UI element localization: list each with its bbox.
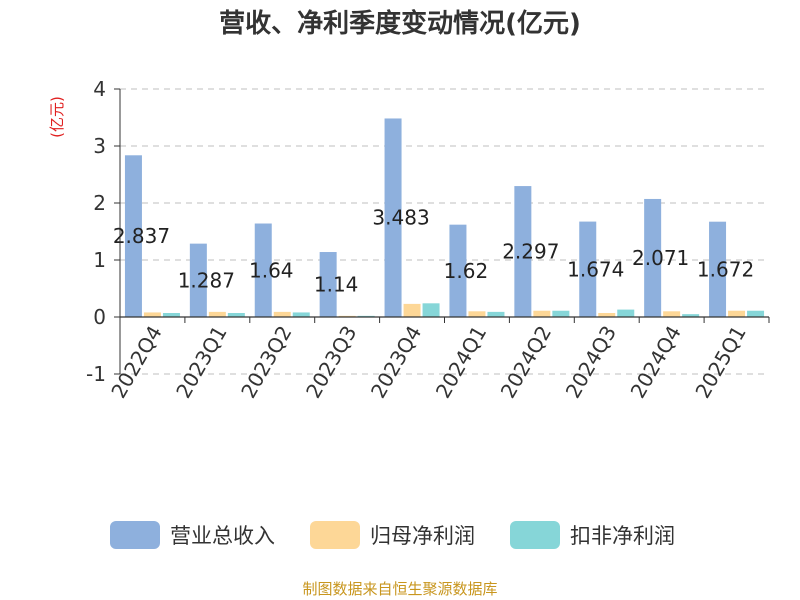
footer-source: 制图数据来自恒生聚源数据库 — [302, 580, 497, 598]
legend-label: 营业总收入 — [170, 524, 275, 548]
data-label: 1.62 — [444, 259, 489, 283]
y-tick-label: 2 — [93, 191, 106, 215]
y-tick-label: -1 — [86, 362, 106, 386]
bar — [422, 303, 440, 317]
bar — [403, 303, 421, 317]
data-label: 1.287 — [178, 268, 235, 292]
bar — [124, 155, 142, 317]
y-tick-label: 0 — [93, 305, 106, 329]
x-tick-label: 2024Q4 — [626, 322, 686, 403]
data-label: 2.071 — [632, 246, 689, 270]
x-tick-label: 2023Q1 — [171, 322, 231, 403]
legend-label: 归母净利润 — [370, 524, 475, 548]
y-axis: -1 0 1 2 3 4 — [86, 77, 121, 386]
bar — [533, 310, 551, 317]
y-tick-label: 4 — [93, 77, 106, 101]
bar — [579, 221, 597, 317]
bar — [617, 309, 635, 317]
bar — [208, 311, 226, 317]
x-tick-label: 2024Q3 — [561, 322, 621, 403]
x-tick-label: 2024Q2 — [496, 322, 556, 403]
bar — [189, 243, 207, 317]
legend-swatch — [510, 521, 560, 549]
x-tick-label: 2024Q1 — [431, 322, 491, 403]
y-tick-label: 3 — [93, 134, 106, 158]
bar — [273, 311, 291, 317]
bar — [487, 311, 505, 317]
bar — [514, 186, 532, 317]
data-label: 3.483 — [372, 206, 429, 230]
bar — [227, 313, 245, 317]
legend: 营业总收入 归母净利润 扣非净利润 — [110, 521, 675, 549]
data-label: 2.837 — [113, 224, 170, 248]
bar — [468, 311, 486, 317]
chart-title: 营收、净利季度变动情况(亿元) — [219, 8, 581, 39]
legend-label: 扣非净利润 — [570, 524, 675, 548]
bar — [552, 310, 570, 317]
bar — [644, 198, 662, 317]
data-label: 1.14 — [314, 273, 359, 297]
y-tick-label: 1 — [93, 248, 106, 272]
legend-swatch — [110, 521, 160, 549]
x-axis — [119, 316, 770, 323]
bar — [728, 310, 746, 317]
bar — [663, 311, 681, 317]
x-tick-label: 2023Q3 — [301, 322, 361, 403]
bar — [254, 223, 272, 317]
bar — [143, 312, 161, 317]
bar — [747, 310, 765, 317]
bar — [384, 118, 402, 318]
bar — [319, 252, 337, 317]
x-tick-label: 2023Q4 — [366, 322, 426, 403]
bar — [709, 221, 727, 317]
bars — [124, 118, 765, 318]
data-label: 1.674 — [567, 257, 624, 281]
x-tick-label: 2025Q1 — [690, 322, 750, 403]
data-label: 2.297 — [502, 240, 559, 264]
x-tick-labels: 2022Q4 2023Q1 2023Q2 2023Q3 2023Q4 2024Q1 2024… — [106, 322, 751, 403]
legend-swatch — [310, 521, 360, 549]
x-tick-label: 2023Q2 — [236, 322, 296, 403]
bar — [449, 224, 467, 317]
y-axis-label: (亿元) — [48, 96, 66, 138]
bar — [292, 312, 310, 317]
bar — [598, 313, 616, 317]
bar — [682, 314, 700, 317]
bar — [162, 313, 180, 317]
x-tick-label: 2022Q4 — [106, 322, 166, 403]
data-label: 1.64 — [249, 258, 294, 282]
data-label: 1.672 — [697, 257, 754, 281]
data-labels: 2.837 1.287 1.64 1.14 3.483 1.62 2.297 1.674 2.0… — [113, 206, 754, 297]
